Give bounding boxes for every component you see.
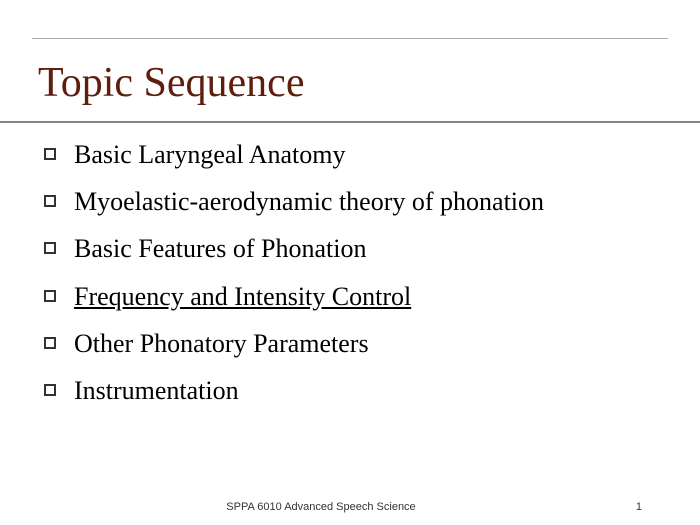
bullet-list: Basic Laryngeal Anatomy Myoelastic-aerod… [32,121,668,406]
bullet-text: Basic Features of Phonation [74,233,366,264]
footer-page-number: 1 [636,501,642,513]
bullet-text: Frequency and Intensity Control [74,281,411,312]
square-bullet-icon [44,195,56,207]
slide-title: Topic Sequence [32,59,668,107]
bullet-text: Instrumentation [74,375,239,406]
bullet-text: Basic Laryngeal Anatomy [74,139,345,170]
list-item: Other Phonatory Parameters [44,328,668,359]
bullet-text: Other Phonatory Parameters [74,328,369,359]
list-item: Instrumentation [44,375,668,406]
slide-footer: SPPA 6010 Advanced Speech Science 1 [0,501,700,513]
list-item: Myoelastic-aerodynamic theory of phonati… [44,186,668,217]
top-divider [32,38,668,39]
bullet-text: Myoelastic-aerodynamic theory of phonati… [74,186,544,217]
square-bullet-icon [44,242,56,254]
square-bullet-icon [44,384,56,396]
square-bullet-icon [44,148,56,160]
square-bullet-icon [44,337,56,349]
square-bullet-icon [44,290,56,302]
footer-course-label: SPPA 6010 Advanced Speech Science [0,501,642,513]
list-item: Basic Laryngeal Anatomy [44,139,668,170]
slide-container: Topic Sequence Basic Laryngeal Anatomy M… [0,0,700,525]
list-item: Frequency and Intensity Control [44,281,668,312]
title-divider [0,121,700,123]
list-item: Basic Features of Phonation [44,233,668,264]
